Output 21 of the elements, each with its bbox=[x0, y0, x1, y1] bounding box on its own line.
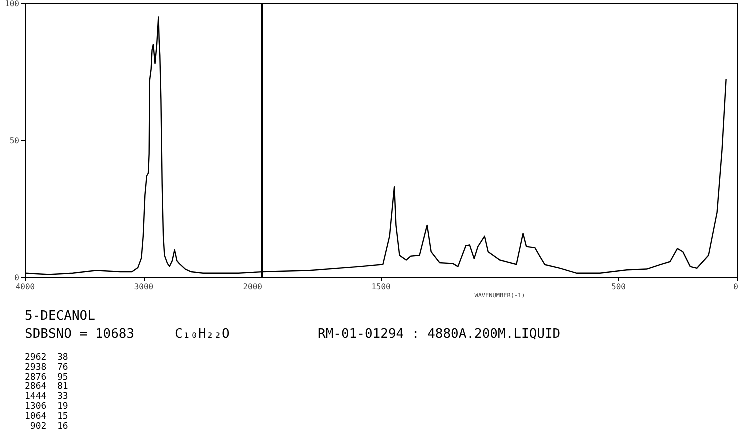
text: 1306 19 bbox=[25, 402, 68, 412]
x-tick-label: 3000 bbox=[134, 282, 154, 292]
text: 1064 15 bbox=[25, 412, 68, 422]
x-tick-label: 0 bbox=[734, 282, 738, 292]
text: 2876 95 bbox=[25, 372, 68, 383]
text: 2864 81 bbox=[25, 382, 68, 392]
text: RM-01-01294 : 4880A.200M.LIQUID bbox=[318, 326, 561, 344]
x-tick-label: 4000 bbox=[16, 282, 36, 292]
y-tick-label: 50 bbox=[10, 136, 20, 146]
text: 2962 38 bbox=[25, 353, 68, 363]
text: C₁₀H₂₂O bbox=[175, 326, 230, 344]
text: 1444 33 bbox=[25, 392, 68, 402]
y-tick-label: 100 bbox=[5, 0, 20, 8]
y-tick-label: 0 bbox=[14, 274, 20, 282]
text: 5-DECANOL bbox=[25, 308, 96, 326]
x-tick-label: 2000 bbox=[243, 282, 263, 292]
x-tick-label: 1500 bbox=[372, 282, 392, 292]
text: 2938 76 bbox=[25, 362, 68, 373]
x-tick-label: 500 bbox=[612, 282, 626, 292]
text: 902 16 bbox=[29, 422, 68, 432]
text: SDBSNO = 10683 bbox=[25, 326, 135, 344]
